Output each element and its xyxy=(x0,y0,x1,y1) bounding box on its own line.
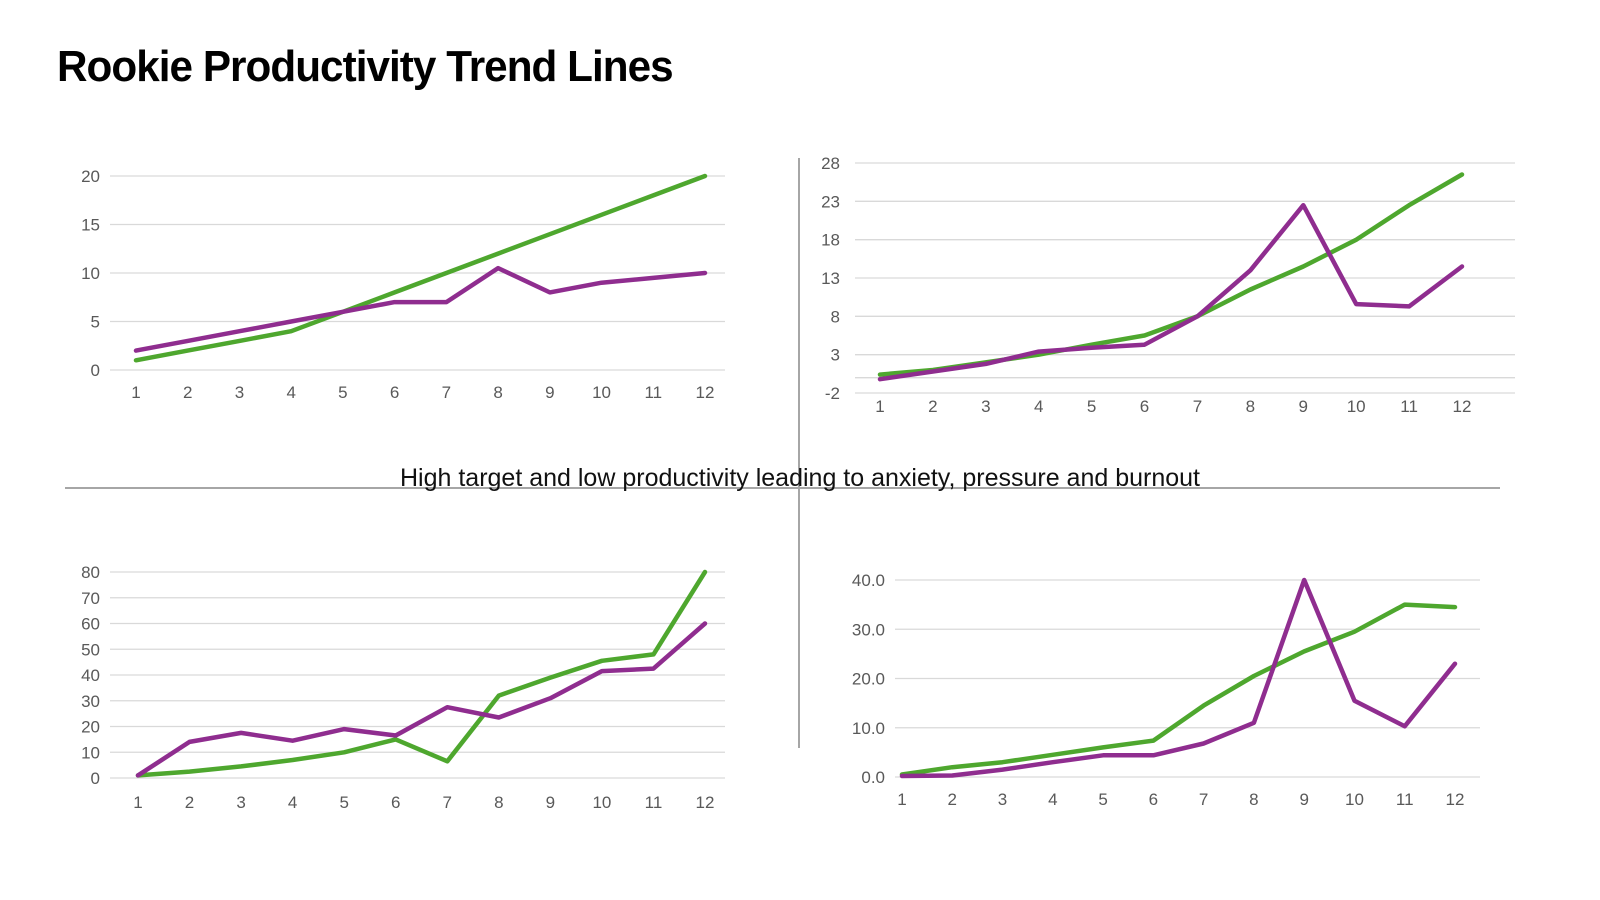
y-tick-label: 10 xyxy=(81,264,100,283)
x-tick-label: 7 xyxy=(443,793,452,812)
x-tick-label: 3 xyxy=(998,790,1007,809)
x-tick-label: 11 xyxy=(1400,397,1418,416)
y-tick-label: 23 xyxy=(821,192,840,211)
x-tick-label: 8 xyxy=(1246,397,1255,416)
x-tick-label: 4 xyxy=(286,383,295,402)
x-tick-label: 9 xyxy=(546,793,555,812)
x-tick-label: 1 xyxy=(131,383,140,402)
x-tick-label: 6 xyxy=(1149,790,1158,809)
green-series-line xyxy=(135,569,708,778)
x-tick-label: 5 xyxy=(1098,790,1107,809)
x-tick-label: 5 xyxy=(338,383,347,402)
x-tick-label: 11 xyxy=(645,793,663,812)
y-tick-label: 40 xyxy=(81,666,100,685)
x-tick-label: 8 xyxy=(493,383,502,402)
x-tick-label: 10 xyxy=(1347,397,1366,416)
x-tick-label: 2 xyxy=(185,793,194,812)
green-series-line xyxy=(133,173,708,363)
x-tick-label: 2 xyxy=(928,397,937,416)
x-tick-label: 9 xyxy=(1299,397,1308,416)
y-tick-label: 20 xyxy=(81,718,100,737)
y-tick-label: 0 xyxy=(91,361,100,380)
x-tick-label: 9 xyxy=(1299,790,1308,809)
x-tick-label: 2 xyxy=(948,790,957,809)
x-tick-label: 7 xyxy=(1199,790,1208,809)
chart-bottom-left: 0 10 20 30 40 50 60 70 80 1 2 3 4 5 6 7 8 9 10 11 12 xyxy=(60,550,740,835)
y-tick-label: 30.0 xyxy=(852,620,885,639)
y-tick-label: 28 xyxy=(821,154,840,173)
y-tick-label: 15 xyxy=(81,216,100,235)
vertical-divider-line xyxy=(798,158,800,748)
x-tick-label: 4 xyxy=(1048,790,1057,809)
x-tick-label: 3 xyxy=(235,383,244,402)
x-tick-label: 8 xyxy=(1249,790,1258,809)
y-tick-label: 13 xyxy=(821,269,840,288)
x-tick-label: 6 xyxy=(1140,397,1149,416)
green-series-line xyxy=(899,602,1458,777)
y-tick-label: 70 xyxy=(81,589,100,608)
y-tick-label: 40.0 xyxy=(852,571,885,590)
purple-series-line xyxy=(133,265,708,353)
x-tick-label: 12 xyxy=(1453,397,1472,416)
y-tick-label: 80 xyxy=(81,563,100,582)
x-tick-label: 3 xyxy=(236,793,245,812)
purple-series-line xyxy=(135,621,708,778)
x-tick-label: 4 xyxy=(1034,397,1043,416)
x-tick-label: 12 xyxy=(696,383,715,402)
y-tick-label: 20.0 xyxy=(852,670,885,689)
y-tick-label: 20 xyxy=(81,167,100,186)
y-tick-label: 5 xyxy=(91,313,100,332)
x-tick-label: 5 xyxy=(1087,397,1096,416)
x-tick-label: 1 xyxy=(133,793,142,812)
x-tick-label: 11 xyxy=(1396,790,1414,809)
x-tick-label: 4 xyxy=(288,793,297,812)
purple-series-line xyxy=(899,577,1458,779)
x-tick-label: 9 xyxy=(545,383,554,402)
y-tick-label: 50 xyxy=(81,640,100,659)
chart-top-right: -2 3 8 13 18 23 28 1 2 3 4 5 6 7 8 9 10 11 12 xyxy=(795,140,1520,425)
chart-bottom-right: 0.0 10.0 20.0 30.0 40.0 1 2 3 4 5 6 7 8 9 10 11 12 xyxy=(830,555,1490,835)
horizontal-divider-line xyxy=(65,487,1500,489)
x-tick-label: 2 xyxy=(183,383,192,402)
x-tick-label: 12 xyxy=(1446,790,1465,809)
y-tick-label: 10.0 xyxy=(852,719,885,738)
x-tick-label: 10 xyxy=(592,793,611,812)
x-tick-label: 10 xyxy=(1345,790,1364,809)
bottom-right-plot: 0.010.020.030.040.01 2 3 4 5 6 7 8 9 10 11 12 xyxy=(852,571,1480,809)
x-tick-label: 1 xyxy=(875,397,884,416)
y-tick-label: 18 xyxy=(821,231,840,250)
x-tick-label: 11 xyxy=(644,383,662,402)
x-tick-label: 12 xyxy=(696,793,715,812)
y-tick-label: 60 xyxy=(81,615,100,634)
y-tick-label: 10 xyxy=(81,743,100,762)
center-caption: High target and low productivity leading… xyxy=(399,464,1200,492)
x-tick-label: 10 xyxy=(592,383,611,402)
x-tick-label: 8 xyxy=(494,793,503,812)
y-tick-label: -2 xyxy=(825,384,840,403)
x-tick-label: 5 xyxy=(339,793,348,812)
chart-top-left: 0 5 10 15 20 1 2 3 4 5 6 7 8 9 10 11 12 xyxy=(60,150,740,415)
x-tick-label: 3 xyxy=(981,397,990,416)
green-series-line xyxy=(877,172,1465,377)
x-tick-label: 7 xyxy=(442,383,451,402)
purple-series-line xyxy=(877,202,1465,382)
x-tick-label: 1 xyxy=(897,790,906,809)
x-tick-label: 6 xyxy=(390,383,399,402)
x-tick-label: 6 xyxy=(391,793,400,812)
y-tick-label: 30 xyxy=(81,692,100,711)
y-tick-label: 0.0 xyxy=(861,768,885,787)
x-tick-label: 7 xyxy=(1193,397,1202,416)
page-title: Rookie Productivity Trend Lines xyxy=(57,42,674,91)
y-tick-label: 3 xyxy=(831,346,840,365)
y-tick-label: 0 xyxy=(91,769,100,788)
y-tick-label: 8 xyxy=(831,307,840,326)
